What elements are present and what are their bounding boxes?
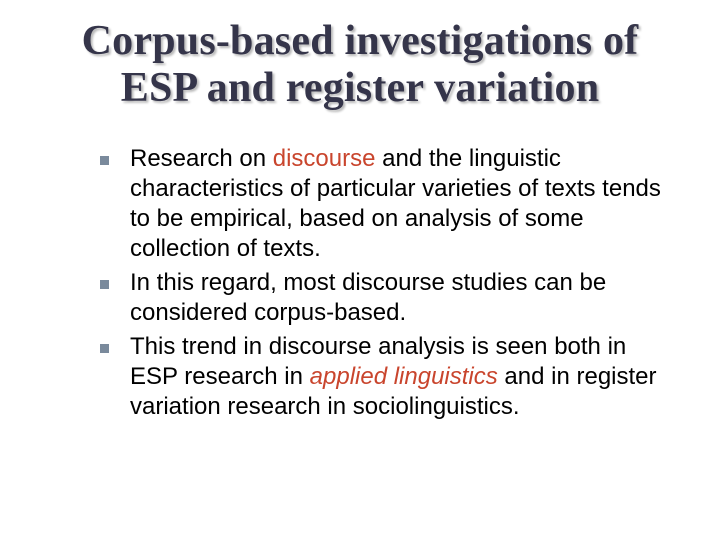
bullet-highlight: discourse (273, 145, 376, 172)
list-item: Research on discourse and the linguistic… (100, 144, 678, 264)
bullet-text-pre: Research on (130, 145, 273, 172)
slide-title: Corpus-based investigations of ESP and r… (42, 18, 678, 112)
bullet-square-icon (100, 280, 109, 289)
bullet-square-icon (100, 156, 109, 165)
list-item: In this regard, most discourse studies c… (100, 268, 678, 328)
list-item: This trend in discourse analysis is seen… (100, 332, 678, 422)
bullet-highlight: applied linguistics (310, 363, 498, 390)
bullet-square-icon (100, 344, 109, 353)
bullet-list: Research on discourse and the linguistic… (42, 144, 678, 422)
bullet-text-pre: In this regard, most discourse studies c… (130, 269, 606, 326)
